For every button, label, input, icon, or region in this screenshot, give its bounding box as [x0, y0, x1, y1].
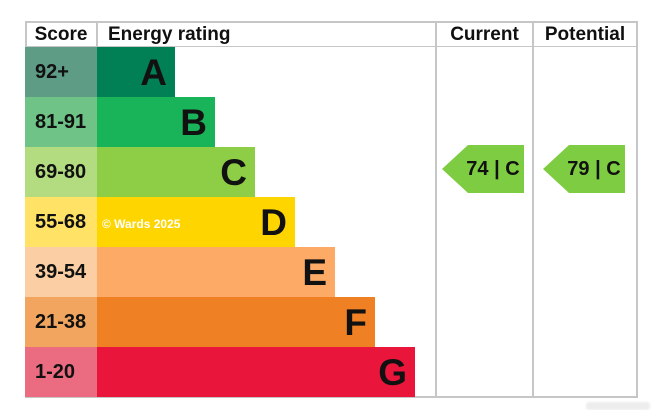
score-range-a: 92+: [25, 47, 97, 97]
band-row-f: 21-38 F: [25, 297, 435, 347]
band-letter-e: E: [302, 251, 327, 293]
table-top-border: [25, 21, 638, 23]
current-column-divider: [435, 21, 437, 398]
header-left-border: [25, 21, 27, 46]
band-row-d: 55-68 D: [25, 197, 435, 247]
current-rating-label: 74 | C: [466, 157, 520, 180]
band-letter-d: D: [260, 201, 287, 243]
band-bar-f: F: [97, 297, 375, 347]
score-range-g: 1-20: [25, 347, 97, 397]
band-letter-b: B: [180, 101, 207, 143]
band-letter-g: G: [378, 351, 407, 393]
potential-column-divider: [532, 21, 534, 398]
score-column-divider: [96, 21, 98, 46]
potential-rating-label: 79 | C: [567, 157, 621, 180]
table-right-border: [636, 21, 638, 398]
potential-rating-arrow: 79 | C: [543, 145, 625, 193]
header-energy-rating: Energy rating: [108, 23, 231, 45]
band-row-b: 81-91 B: [25, 97, 435, 147]
band-row-g: 1-20 G: [25, 347, 435, 397]
score-range-f: 21-38: [25, 297, 97, 347]
band-bar-c: C: [97, 147, 255, 197]
epc-rating-chart: Score Energy rating Current Potential 92…: [25, 21, 638, 398]
copyright-watermark: © Wards 2025: [102, 217, 181, 231]
band-bar-g: G: [97, 347, 415, 397]
header-score: Score: [34, 23, 88, 45]
score-range-e: 39-54: [25, 247, 97, 297]
table-bottom-border: [25, 396, 638, 398]
faint-corner-watermark: [586, 402, 650, 410]
band-row-e: 39-54 E: [25, 247, 435, 297]
header-bottom-border: [25, 46, 638, 47]
band-letter-c: C: [220, 151, 247, 193]
band-row-c: 69-80 C: [25, 147, 435, 197]
score-range-c: 69-80: [25, 147, 97, 197]
band-bar-d: D: [97, 197, 295, 247]
band-row-a: 92+ A: [25, 47, 435, 97]
band-letter-a: A: [140, 51, 167, 93]
score-range-d: 55-68: [25, 197, 97, 247]
current-rating-arrow: 74 | C: [442, 145, 524, 193]
header-potential: Potential: [544, 23, 626, 45]
band-bar-e: E: [97, 247, 335, 297]
band-bar-b: B: [97, 97, 215, 147]
band-bar-a: A: [97, 47, 175, 97]
score-range-b: 81-91: [25, 97, 97, 147]
band-rows: 92+ A 81-91 B 69-80 C 55-68 D 39-54 E 21-38 F 1-20 G: [25, 47, 435, 397]
header-current: Current: [450, 23, 519, 45]
band-letter-f: F: [344, 301, 367, 343]
